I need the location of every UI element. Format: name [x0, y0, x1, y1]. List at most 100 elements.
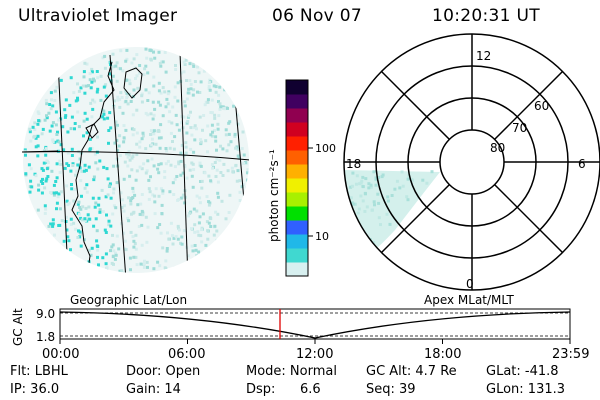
emission-pixel — [84, 84, 88, 88]
emission-pixel — [210, 163, 214, 166]
emission-pixel — [364, 177, 368, 181]
altitude-xtick-0000: 00:00 — [42, 347, 79, 362]
emission-pixel — [219, 144, 222, 148]
emission-pixel — [430, 170, 434, 174]
emission-pixel — [175, 265, 179, 269]
emission-pixel — [377, 175, 381, 179]
emission-pixel — [39, 179, 43, 183]
emission-pixel — [174, 68, 178, 71]
emission-pixel — [177, 226, 180, 230]
altitude-axis-label: GC Alt — [11, 308, 25, 346]
emission-pixel — [112, 262, 115, 266]
emission-pixel — [106, 193, 110, 197]
emission-pixel — [110, 67, 114, 71]
emission-pixel — [55, 207, 58, 211]
emission-pixel — [50, 98, 53, 102]
emission-pixel — [122, 124, 126, 128]
colorbar-segment — [286, 178, 308, 193]
emission-pixel — [73, 127, 76, 131]
emission-pixel — [227, 211, 231, 214]
altitude-ytick-1-8: 1.8 — [36, 330, 55, 344]
emission-pixel — [386, 199, 390, 203]
emission-pixel — [102, 85, 106, 89]
emission-pixel — [198, 91, 202, 94]
emission-pixel — [36, 208, 40, 212]
emission-pixel — [112, 204, 116, 208]
emission-pixel — [131, 186, 135, 190]
emission-pixel — [91, 107, 95, 111]
emission-pixel — [120, 96, 124, 99]
emission-pixel — [128, 256, 132, 260]
emission-pixel — [109, 224, 113, 228]
emission-pixel — [169, 131, 173, 135]
emission-pixel — [81, 84, 85, 88]
emission-pixel — [176, 99, 180, 103]
polar-plot: 12 18 6 0 60 70 80 — [343, 33, 600, 291]
emission-pixel — [97, 196, 101, 200]
emission-pixel — [169, 163, 173, 167]
emission-pixel — [37, 119, 41, 123]
emission-pixel — [238, 179, 242, 183]
emission-pixel — [200, 228, 204, 232]
emission-pixel — [186, 115, 190, 119]
emission-pixel — [90, 70, 94, 74]
emission-pixel — [145, 56, 149, 60]
emission-pixel — [104, 262, 108, 266]
emission-pixel — [190, 133, 194, 137]
emission-pixel — [227, 143, 231, 147]
emission-pixel — [135, 263, 139, 267]
emission-pixel — [54, 123, 58, 127]
emission-pixel — [218, 158, 222, 162]
emission-pixel — [101, 115, 105, 119]
emission-pixel — [381, 173, 385, 177]
emission-pixel — [135, 108, 139, 112]
emission-pixel — [109, 79, 113, 83]
emission-pixel — [82, 169, 86, 173]
emission-pixel — [193, 223, 197, 227]
mlt-label-12: 12 — [476, 49, 491, 63]
emission-pixel — [125, 57, 129, 61]
emission-pixel — [149, 129, 153, 133]
emission-pixel — [122, 209, 126, 213]
emission-pixel — [147, 91, 151, 95]
emission-pixel — [213, 224, 217, 228]
mlat-label-60: 60 — [534, 99, 549, 113]
emission-pixel — [377, 201, 381, 205]
emission-pixel — [227, 121, 231, 125]
emission-pixel — [215, 157, 219, 161]
emission-pixel — [82, 134, 85, 138]
emission-pixel — [206, 98, 210, 102]
emission-pixel — [41, 182, 45, 185]
emission-pixel — [63, 115, 67, 119]
emission-pixel — [135, 142, 139, 146]
emission-pixel — [93, 152, 97, 156]
emission-pixel — [129, 230, 133, 234]
emission-pixel — [215, 229, 219, 233]
emission-pixel — [132, 210, 136, 214]
colorbar-segment — [286, 94, 308, 109]
emission-pixel — [170, 234, 174, 238]
emission-pixel — [59, 190, 63, 194]
emission-pixel — [113, 257, 117, 261]
emission-pixel — [192, 126, 196, 130]
emission-pixel — [52, 193, 56, 197]
emission-pixel — [132, 245, 136, 249]
emission-pixel — [185, 97, 189, 101]
emission-pixel — [216, 127, 220, 131]
emission-pixel — [157, 50, 161, 54]
emission-pixel — [197, 71, 201, 75]
emission-pixel — [181, 193, 185, 197]
emission-pixel — [153, 212, 157, 216]
emission-pixel — [28, 127, 32, 131]
emission-pixel — [117, 247, 121, 251]
emission-pixel — [186, 120, 190, 123]
mlat-label-70: 70 — [512, 121, 527, 135]
emission-pixel — [34, 174, 38, 178]
emission-pixel — [32, 135, 36, 139]
emission-pixel — [54, 180, 58, 183]
emission-pixel — [135, 153, 139, 157]
filter-info: Flt: LBHL — [10, 364, 68, 379]
emission-pixel — [78, 157, 82, 161]
emission-pixel — [222, 162, 226, 166]
emission-pixel — [207, 84, 211, 88]
